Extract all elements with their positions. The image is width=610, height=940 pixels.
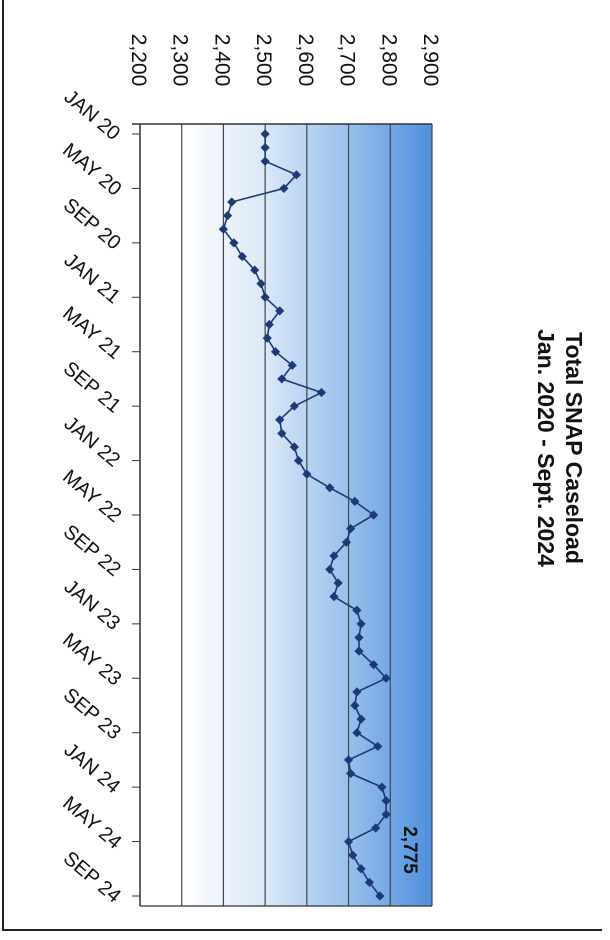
- data-point: [381, 796, 391, 806]
- chart-subtitle: Jan. 2020 - Sept. 2024: [533, 329, 559, 567]
- data-point: [341, 537, 352, 547]
- time-tick-label: JAN 24: [60, 739, 124, 798]
- data-point: [287, 360, 297, 370]
- data-point: [329, 551, 339, 561]
- data-point: [227, 197, 237, 207]
- value-tick-label: 2,700: [336, 34, 359, 87]
- value-tick-label: 2,500: [252, 34, 275, 87]
- data-point: [229, 238, 239, 248]
- data-point: [346, 524, 356, 534]
- time-tick-label: JAN 23: [60, 576, 124, 635]
- data-point: [223, 211, 233, 221]
- data-point: [277, 428, 287, 438]
- data-point: [329, 592, 339, 602]
- data-point: [256, 279, 266, 289]
- data-point: [291, 170, 302, 180]
- data-point: [373, 741, 383, 751]
- value-tick-label: 2,400: [210, 34, 233, 87]
- data-point: [352, 687, 362, 697]
- value-tick-label: 2,900: [419, 34, 442, 87]
- data-point: [270, 347, 281, 357]
- data-point: [277, 374, 287, 384]
- data-point: [260, 143, 270, 153]
- data-point: [350, 700, 360, 711]
- data-point: [250, 265, 260, 275]
- value-tick-label: 2,800: [377, 34, 400, 87]
- chart-title: Total SNAP Caseload: [561, 332, 587, 564]
- data-point: [275, 306, 285, 316]
- data-point: [352, 605, 362, 615]
- page-frame-left: [2, 0, 4, 930]
- data-point: [264, 319, 274, 330]
- data-point: [289, 442, 299, 452]
- data-point: [354, 646, 364, 656]
- time-tick-label: MAY 20: [58, 139, 125, 200]
- data-point: [346, 768, 356, 779]
- time-tick-label: JAN 21: [60, 249, 124, 308]
- data-point: [325, 564, 335, 575]
- time-tick-label: MAY 24: [58, 792, 125, 853]
- time-tick-label: SEP 22: [59, 521, 125, 581]
- time-tick-label: MAY 21: [58, 302, 125, 363]
- data-point: [275, 415, 285, 425]
- data-point: [343, 836, 354, 847]
- axes: [132, 123, 432, 907]
- last-value-label: 2,775: [399, 826, 420, 874]
- data-point: [356, 619, 366, 629]
- data-point: [356, 864, 366, 874]
- value-tick-label: 2,600: [294, 34, 317, 87]
- data-point: [369, 510, 379, 520]
- page-frame-bottom: [2, 929, 602, 931]
- data-series: [218, 129, 391, 901]
- data-point: [316, 387, 327, 398]
- data-point: [289, 401, 299, 411]
- data-point: [260, 156, 270, 166]
- data-point: [369, 660, 379, 670]
- time-tick-label: SEP 21: [59, 357, 125, 417]
- data-point: [352, 728, 362, 738]
- plot-background: [140, 124, 432, 906]
- data-point: [350, 496, 360, 506]
- data-point: [260, 129, 270, 139]
- data-point: [364, 877, 375, 887]
- data-point: [381, 673, 391, 683]
- data-point: [375, 891, 385, 901]
- data-point: [354, 632, 364, 643]
- data-point: [293, 455, 304, 466]
- data-point: [333, 578, 343, 588]
- data-point: [343, 755, 354, 765]
- data-point: [348, 850, 358, 860]
- time-tick-label: JAN 20: [60, 86, 124, 145]
- time-tick-label: JAN 22: [60, 412, 124, 471]
- data-point: [260, 292, 270, 302]
- data-point: [356, 714, 366, 724]
- time-tick-label: MAY 22: [58, 466, 125, 527]
- data-point: [381, 809, 391, 819]
- data-point: [262, 333, 272, 343]
- data-point: [325, 483, 335, 493]
- data-point: [302, 469, 312, 479]
- chart-title-group: Total SNAP Caseload Jan. 2020 - Sept. 20…: [533, 329, 587, 567]
- data-point: [279, 183, 289, 194]
- data-point: [218, 224, 229, 234]
- time-tick-label: SEP 24: [59, 847, 125, 907]
- data-point: [237, 251, 247, 262]
- time-tick-label: MAY 23: [58, 629, 125, 690]
- value-tick-label: 2,200: [127, 34, 150, 87]
- value-tick-label: 2,300: [169, 34, 192, 87]
- data-point: [377, 782, 387, 792]
- time-tick-label: SEP 23: [59, 684, 125, 744]
- time-tick-label: SEP 20: [59, 194, 125, 254]
- data-point: [371, 823, 381, 833]
